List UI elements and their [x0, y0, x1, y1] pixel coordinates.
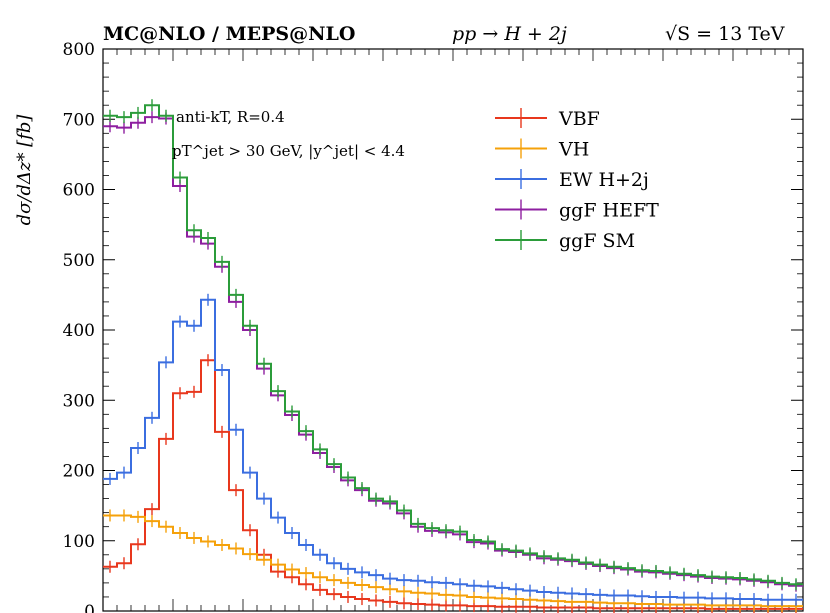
legend-label: VH [558, 139, 589, 161]
legend-item: ggF SM [495, 230, 635, 252]
y-tick-label: 800 [63, 40, 95, 60]
y-tick-label: 200 [63, 462, 95, 482]
legend-item: EW H+2j [495, 169, 649, 191]
legend-label: VBF [558, 108, 600, 130]
y-axis-label: dσ/dΔz* [fb] [14, 114, 35, 226]
legend-item: ggF HEFT [495, 199, 659, 222]
plot-frame [102, 48, 804, 612]
legend-item: VBF [495, 108, 600, 130]
y-tick-label: 500 [63, 251, 95, 271]
series-line [103, 116, 803, 587]
y-tick-label: 700 [63, 110, 95, 130]
series-line [103, 359, 803, 610]
header-energy: √S = 13 TeV [665, 23, 785, 45]
y-tick-labels: 0 100 200 300 400 500 600 700 800 [63, 40, 95, 613]
axis-ticks [102, 48, 804, 612]
y-tick-label: 600 [63, 181, 95, 201]
legend-label: ggF SM [559, 230, 635, 252]
legend-item: VH [495, 138, 589, 161]
series-line [103, 298, 803, 601]
legend-label: EW H+2j [559, 169, 649, 191]
series-ggf-sm [103, 99, 803, 591]
jet-algorithm-note: anti-kT, R=0.4 [176, 108, 285, 126]
series-vh [103, 509, 803, 613]
legend: VBF VH EW H+2j ggF HEFT ggF SM [495, 108, 659, 252]
y-tick-label: 300 [63, 391, 95, 411]
series-ew-h-2j [103, 293, 803, 606]
header-process: pp → H + 2j [452, 23, 567, 45]
series-line [103, 104, 803, 586]
y-tick-label: 0 [84, 602, 95, 613]
series-line [103, 514, 803, 608]
y-tick-label: 100 [63, 532, 95, 552]
jet-cuts-note: pT^jet > 30 GeV, |y^jet| < 4.4 [172, 142, 405, 160]
header-generators: MC@NLO / MEPS@NLO [103, 23, 355, 45]
series-ggf-heft [103, 111, 803, 592]
y-tick-label: 400 [63, 321, 95, 341]
legend-label: ggF HEFT [559, 200, 659, 222]
series-layer [103, 99, 803, 613]
